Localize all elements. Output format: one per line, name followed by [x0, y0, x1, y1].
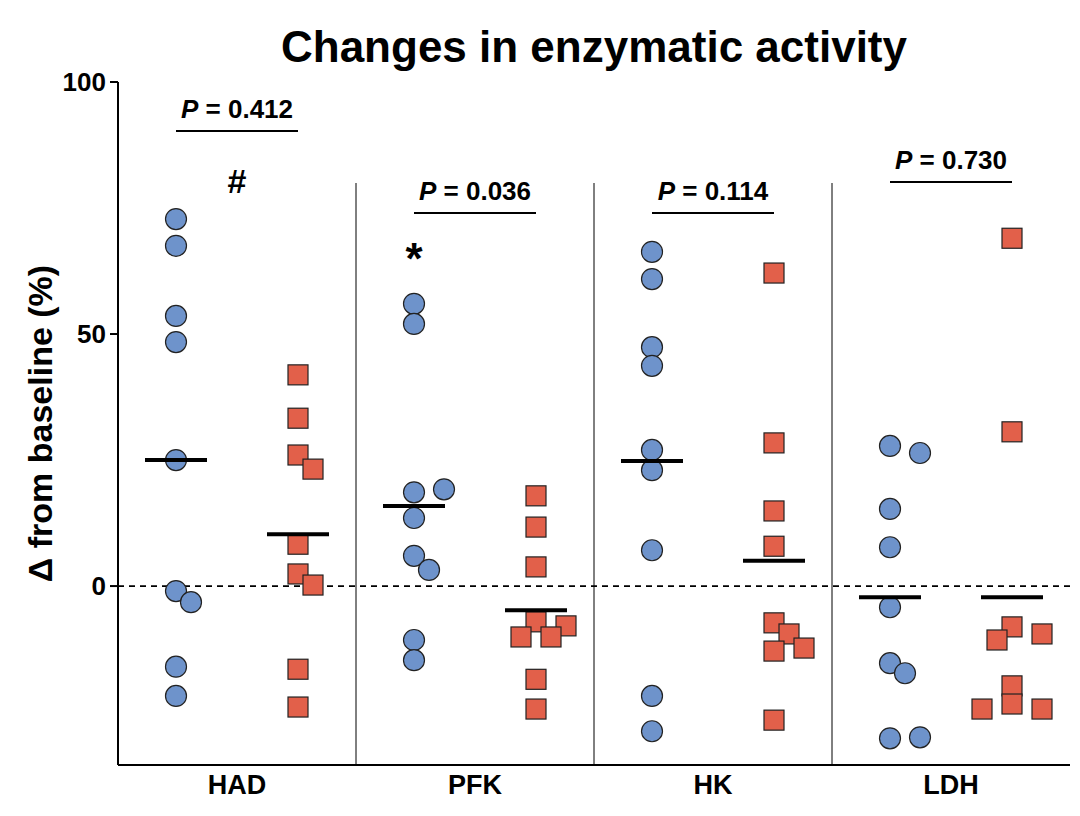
point [166, 305, 187, 326]
point [910, 442, 931, 463]
point [181, 592, 202, 613]
mean-line [981, 595, 1043, 599]
point [642, 355, 663, 376]
p-value: P = 0.036 [419, 176, 531, 206]
point [642, 685, 663, 706]
y-axis-label: Δ from baseline (%) [21, 265, 59, 582]
point [404, 508, 425, 529]
mean-line [383, 504, 445, 508]
annotation: # [228, 162, 247, 200]
point [404, 293, 425, 314]
mean-line [267, 532, 329, 536]
title: Changes in enzymatic activity [281, 22, 908, 71]
chart: Changes in enzymatic activity Δ from base… [0, 0, 1080, 816]
point [526, 669, 546, 689]
point [303, 575, 323, 595]
y-axis [117, 82, 119, 765]
point [1002, 694, 1022, 714]
point [404, 313, 425, 334]
point [166, 235, 187, 256]
x-tick-label: HK [694, 770, 733, 800]
zero-line [118, 585, 1070, 587]
point [288, 534, 308, 554]
p-value: P = 0.412 [181, 94, 293, 124]
point [642, 439, 663, 460]
p-value: P = 0.730 [895, 145, 1007, 175]
point [1002, 228, 1022, 248]
mean-line [859, 595, 921, 599]
point [642, 540, 663, 561]
point [288, 408, 308, 428]
x-tick-label: LDH [923, 770, 979, 800]
y-tick [110, 585, 118, 587]
bracket [652, 212, 774, 214]
x-tick-label: PFK [448, 770, 503, 800]
y-tick-label: 50 [77, 319, 106, 349]
point [880, 537, 901, 558]
point [895, 663, 916, 684]
y-tick [110, 333, 118, 335]
separator [832, 183, 833, 765]
point [166, 209, 187, 230]
point [1002, 422, 1022, 442]
point [764, 710, 784, 730]
point [166, 685, 187, 706]
point [764, 536, 784, 556]
point [511, 627, 531, 647]
point [419, 559, 440, 580]
point [404, 650, 425, 671]
mean-line [621, 459, 683, 463]
point [764, 641, 784, 661]
point [642, 337, 663, 358]
x-tick-label: HAD [208, 770, 267, 800]
plot-area [118, 209, 1070, 749]
bracket [414, 212, 536, 214]
point [288, 365, 308, 385]
point [764, 263, 784, 283]
separator [356, 183, 357, 765]
point [404, 629, 425, 650]
point [972, 699, 992, 719]
y-tick-label: 0 [92, 571, 106, 601]
point [526, 699, 546, 719]
mean-line [743, 559, 805, 563]
point [794, 638, 814, 658]
y-tick [110, 81, 118, 83]
p-value: P = 0.114 [658, 176, 769, 206]
point [526, 557, 546, 577]
point [880, 728, 901, 749]
bracket [176, 130, 298, 132]
point [303, 459, 323, 479]
point [166, 656, 187, 677]
y-tick-label: 100 [63, 67, 106, 97]
bracket [890, 181, 1012, 183]
separator [594, 183, 595, 765]
mean-line [505, 608, 567, 612]
point [642, 721, 663, 742]
point [910, 727, 931, 748]
point [541, 627, 561, 647]
point [1002, 676, 1022, 696]
point [880, 498, 901, 519]
point [764, 433, 784, 453]
point [166, 332, 187, 353]
point [434, 479, 455, 500]
point [526, 517, 546, 537]
point [642, 269, 663, 290]
point [1032, 624, 1052, 644]
point [526, 486, 546, 506]
point [288, 697, 308, 717]
point [880, 597, 901, 618]
point [880, 435, 901, 456]
point [764, 501, 784, 521]
point [1032, 699, 1052, 719]
point [642, 241, 663, 262]
point [987, 630, 1007, 650]
point [404, 482, 425, 503]
annotation: * [405, 234, 423, 283]
mean-line [145, 458, 207, 462]
point [288, 659, 308, 679]
